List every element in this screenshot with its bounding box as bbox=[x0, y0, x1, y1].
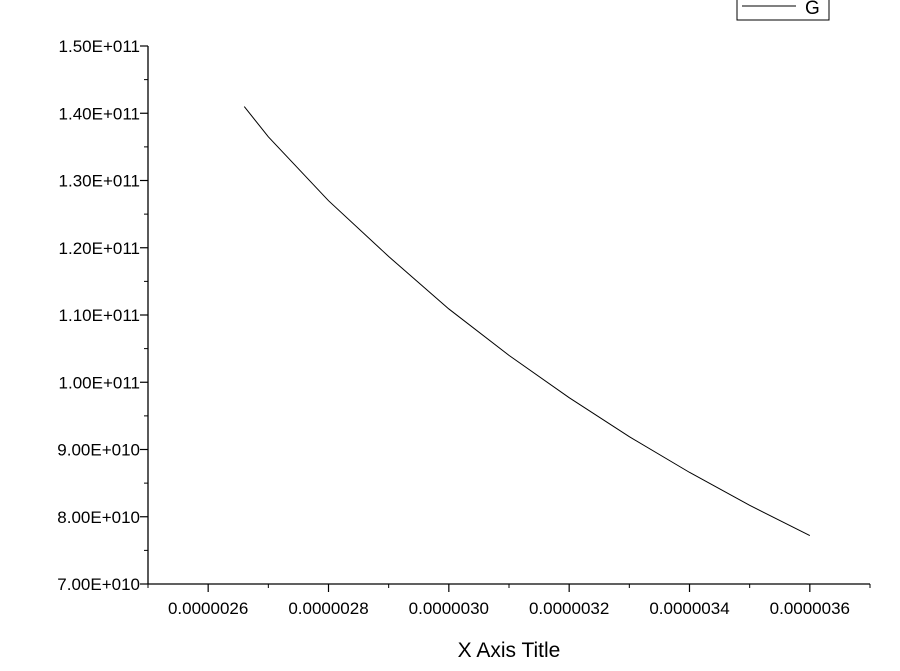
x-tick-label: 0.0000032 bbox=[529, 599, 609, 618]
y-axis: 7.00E+010 8.00E+010 9.00E+010 1.00E+011 1.10… bbox=[57, 37, 149, 594]
x-tick-label: 0.0000028 bbox=[288, 599, 368, 618]
x-tick-label: 0.0000030 bbox=[409, 599, 489, 618]
y-tick-label: 1.50E+011 bbox=[59, 37, 140, 56]
legend: G bbox=[736, 0, 830, 21]
x-tick-label: 0.0000026 bbox=[168, 599, 248, 618]
series-line-G bbox=[243, 106, 811, 537]
y-tick-label: 1.00E+011 bbox=[59, 373, 140, 392]
y-tick-label: 1.30E+011 bbox=[59, 172, 140, 191]
x-axis: 0.0000026 0.0000028 0.0000030 0.0000032 0.00… bbox=[147, 583, 871, 618]
y-tick-label: 7.00E+010 bbox=[57, 575, 140, 594]
x-tick-label: 0.0000036 bbox=[770, 599, 850, 618]
y-tick-label: 1.40E+011 bbox=[59, 104, 140, 123]
legend-box bbox=[736, 0, 830, 21]
y-tick-label: 9.00E+010 bbox=[57, 441, 140, 460]
series-layer bbox=[243, 106, 811, 537]
y-tick-label: 8.00E+010 bbox=[57, 508, 140, 527]
y-tick-label: 1.20E+011 bbox=[59, 239, 140, 258]
x-axis-title: X Axis Title bbox=[458, 639, 561, 662]
legend-label: G bbox=[805, 0, 820, 19]
x-tick-label: 0.0000034 bbox=[649, 599, 729, 618]
y-tick-label: 1.10E+011 bbox=[59, 306, 140, 325]
